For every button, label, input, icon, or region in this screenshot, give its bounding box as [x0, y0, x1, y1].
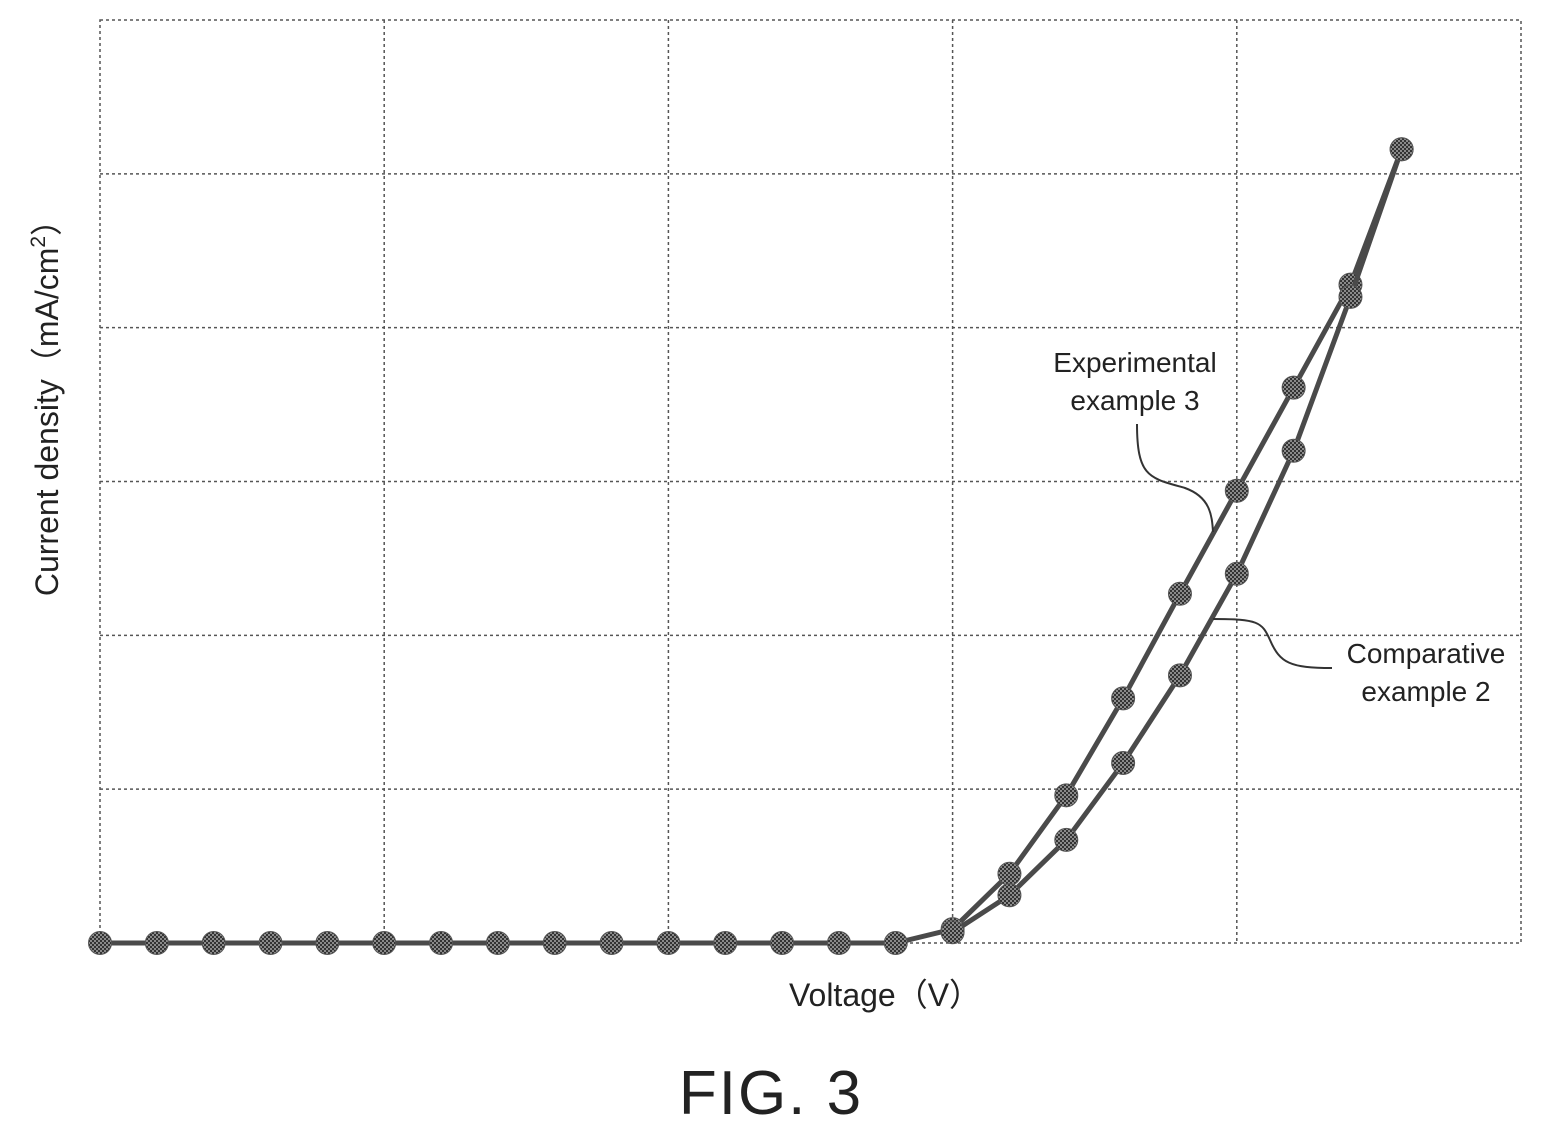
data-point-s1-7 [429, 931, 454, 955]
data-point-s1-5 [315, 931, 340, 955]
data-point-s2-3 [1054, 827, 1079, 852]
data-point-s1-4 [258, 931, 283, 955]
data-point-s2-2 [997, 883, 1022, 908]
data-point-s2-6 [1224, 561, 1249, 586]
annotations: Experimental example 3 Comparative examp… [1053, 347, 1505, 707]
data-point-s2-9 [1389, 137, 1414, 162]
series-label-experimental-line1: Experimental [1053, 347, 1216, 378]
data-point-s2-8 [1338, 284, 1363, 309]
series-group [88, 137, 1414, 955]
data-point-s2-5 [1167, 663, 1192, 688]
grid [100, 20, 1521, 943]
data-point-s1-22 [1281, 375, 1306, 400]
series-label-experimental-line2: example 3 [1070, 385, 1199, 416]
series-line-2 [951, 148, 1404, 935]
series-label-comparative-line2: example 2 [1361, 676, 1490, 707]
y-axis-label-close: ） [29, 204, 65, 236]
data-point-s2-7 [1281, 438, 1306, 463]
series-line-1 [100, 148, 1404, 946]
data-point-s1-13 [770, 931, 795, 955]
data-point-s2-4 [1111, 751, 1136, 776]
data-point-s1-6 [372, 931, 397, 955]
data-point-s1-11 [656, 931, 681, 955]
y-axis-label-main: Current density（mA/cm [29, 248, 65, 597]
x-axis-label: Voltage（V） [789, 977, 981, 1013]
data-point-s1-2 [144, 931, 169, 955]
data-point-s1-17 [997, 861, 1022, 886]
data-point-s1-9 [542, 931, 567, 955]
data-point-s1-3 [201, 931, 226, 955]
data-point-s1-12 [713, 931, 738, 955]
data-point-s2-1 [940, 920, 965, 945]
data-point-s1-18 [1054, 783, 1079, 808]
data-point-s1-1 [88, 931, 112, 955]
series-2 [940, 137, 1414, 945]
data-point-s1-10 [599, 931, 624, 955]
y-axis-label-superscript: 2 [27, 236, 50, 248]
data-point-s1-8 [485, 931, 510, 955]
data-point-s1-14 [826, 931, 851, 955]
leader-line-experimental [1136, 423, 1214, 533]
leader-line-comparative [1212, 618, 1333, 669]
data-point-s1-20 [1167, 581, 1192, 606]
series-label-comparative-line1: Comparative [1347, 638, 1506, 669]
y-axis-label: Current density（mA/cm2） [27, 204, 65, 596]
data-point-s1-21 [1224, 478, 1249, 503]
data-point-s1-15 [883, 931, 908, 955]
data-point-s1-19 [1111, 686, 1136, 711]
series-1 [88, 137, 1414, 955]
figure-caption: FIG. 3 [678, 1059, 864, 1128]
